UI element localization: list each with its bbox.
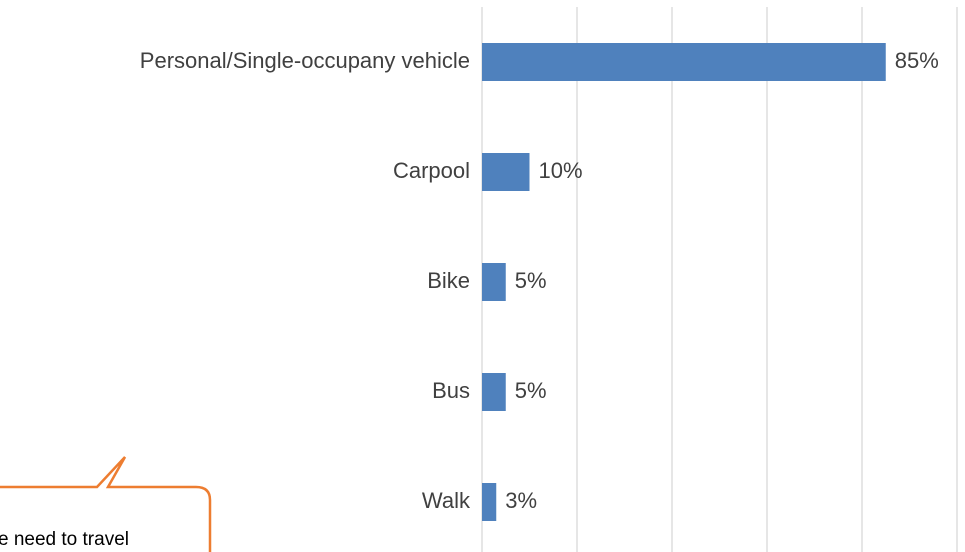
value-label: 5% — [515, 378, 547, 403]
category-label: Carpool — [393, 158, 470, 183]
callout-text: e need to travel — [0, 529, 129, 550]
category-label: Walk — [422, 488, 471, 513]
bar — [482, 483, 497, 521]
value-label: 5% — [515, 268, 547, 293]
value-label: 85% — [895, 48, 939, 73]
category-label: Bike — [427, 268, 470, 293]
value-label: 3% — [505, 488, 537, 513]
bar — [482, 373, 506, 411]
category-label: Bus — [432, 378, 470, 403]
bar — [482, 43, 886, 81]
value-label: 10% — [539, 158, 583, 183]
bar — [482, 263, 506, 301]
bar — [482, 153, 530, 191]
callout — [0, 456, 212, 552]
category-label: Personal/Single-occupany vehicle — [140, 48, 470, 73]
